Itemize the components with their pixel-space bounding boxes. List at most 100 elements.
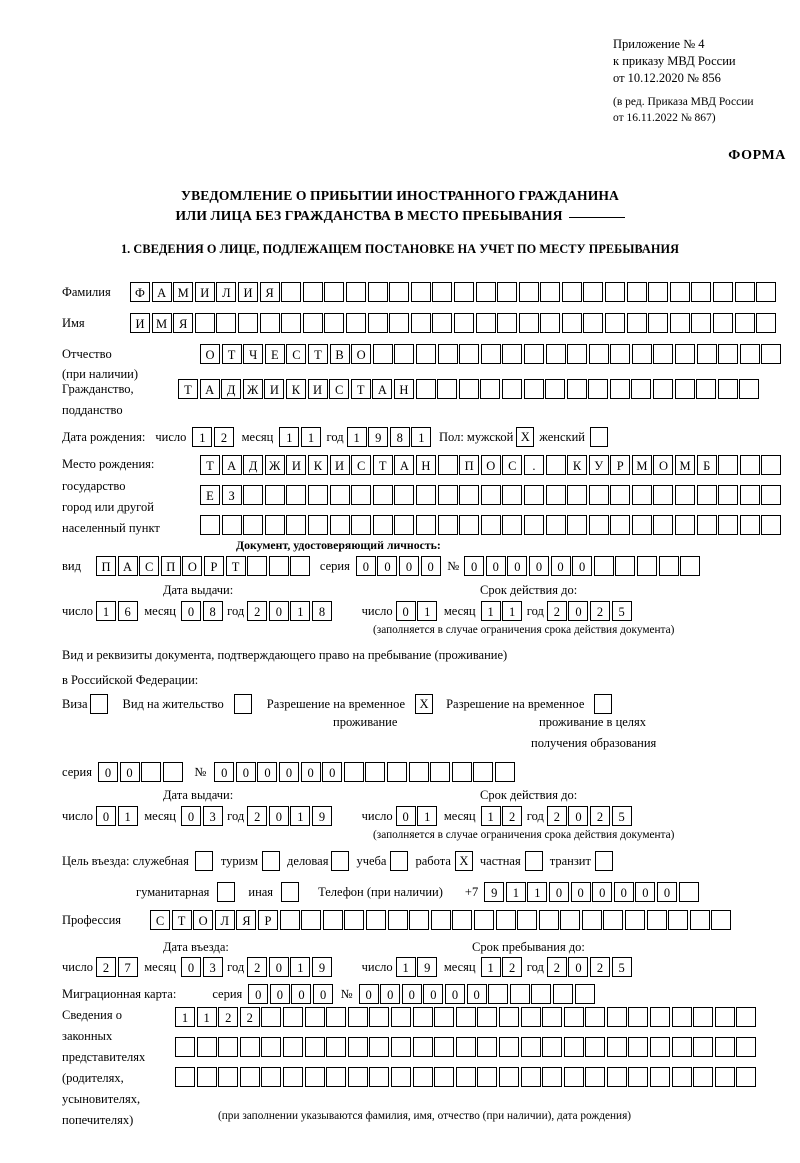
char-cell[interactable]: 2 bbox=[247, 957, 268, 977]
char-cell[interactable] bbox=[714, 1007, 735, 1027]
char-cell[interactable] bbox=[610, 485, 631, 505]
char-cell[interactable] bbox=[326, 1037, 347, 1057]
char-cell[interactable]: 1 bbox=[480, 957, 501, 977]
char-cell[interactable] bbox=[480, 344, 501, 364]
char-cell[interactable] bbox=[282, 1007, 303, 1027]
char-cell[interactable] bbox=[671, 1007, 692, 1027]
char-cell[interactable] bbox=[301, 910, 322, 930]
char-cell[interactable] bbox=[372, 515, 393, 535]
char-cell[interactable] bbox=[631, 485, 652, 505]
char-cell[interactable] bbox=[488, 984, 509, 1004]
char-cell[interactable] bbox=[606, 1007, 627, 1027]
char-cell[interactable] bbox=[540, 313, 561, 333]
char-cell[interactable] bbox=[606, 1067, 627, 1087]
char-cell[interactable]: И bbox=[286, 455, 307, 475]
char-cell[interactable] bbox=[653, 344, 674, 364]
char-cell[interactable] bbox=[502, 515, 523, 535]
char-cell[interactable] bbox=[696, 379, 717, 399]
char-cell[interactable]: И bbox=[194, 282, 215, 302]
char-cell[interactable] bbox=[365, 910, 386, 930]
char-cell[interactable]: О bbox=[193, 910, 214, 930]
char-cell[interactable]: 0 bbox=[570, 882, 591, 902]
char-cell[interactable] bbox=[480, 379, 501, 399]
char-cell[interactable]: 0 bbox=[528, 556, 549, 576]
char-cell[interactable] bbox=[261, 1007, 282, 1027]
char-cell[interactable] bbox=[473, 762, 494, 782]
char-cell[interactable] bbox=[259, 313, 280, 333]
char-cell[interactable] bbox=[531, 984, 552, 1004]
char-cell[interactable] bbox=[237, 313, 258, 333]
char-cell[interactable]: 1 bbox=[502, 601, 523, 621]
char-cell[interactable] bbox=[282, 1067, 303, 1087]
char-cell[interactable]: П bbox=[95, 556, 116, 576]
char-cell[interactable] bbox=[243, 515, 264, 535]
char-cell[interactable]: 0 bbox=[180, 957, 201, 977]
char-cell[interactable] bbox=[631, 515, 652, 535]
char-cell[interactable] bbox=[497, 282, 518, 302]
char-cell[interactable]: М bbox=[631, 455, 652, 475]
char-cell[interactable] bbox=[711, 910, 732, 930]
char-cell[interactable]: 0 bbox=[268, 601, 289, 621]
char-cell[interactable] bbox=[261, 1067, 282, 1087]
char-cell[interactable] bbox=[671, 1067, 692, 1087]
char-cell[interactable] bbox=[453, 282, 474, 302]
char-cell[interactable] bbox=[453, 313, 474, 333]
char-cell[interactable] bbox=[761, 344, 782, 364]
char-cell[interactable]: 0 bbox=[423, 984, 444, 1004]
char-cell[interactable] bbox=[451, 762, 472, 782]
char-cell[interactable]: 0 bbox=[214, 762, 235, 782]
char-cell[interactable] bbox=[734, 282, 755, 302]
char-cell[interactable]: Т bbox=[178, 379, 198, 399]
char-cell[interactable] bbox=[610, 344, 631, 364]
char-cell[interactable] bbox=[523, 515, 544, 535]
char-cell[interactable] bbox=[566, 379, 587, 399]
char-cell[interactable] bbox=[322, 910, 343, 930]
char-cell[interactable] bbox=[329, 515, 350, 535]
birthplace-row-3[interactable] bbox=[200, 515, 783, 535]
char-cell[interactable] bbox=[739, 515, 760, 535]
char-cell[interactable]: С bbox=[502, 455, 523, 475]
purpose-transit-checkbox[interactable] bbox=[594, 851, 613, 871]
char-cell[interactable] bbox=[324, 313, 345, 333]
char-cell[interactable] bbox=[243, 485, 264, 505]
char-cell[interactable]: М bbox=[675, 455, 696, 475]
char-cell[interactable] bbox=[734, 313, 755, 333]
char-cell[interactable]: А bbox=[372, 379, 393, 399]
char-cell[interactable] bbox=[603, 910, 624, 930]
char-cell[interactable] bbox=[714, 1037, 735, 1057]
char-cell[interactable] bbox=[626, 282, 647, 302]
char-cell[interactable]: 0 bbox=[355, 556, 376, 576]
char-cell[interactable]: 0 bbox=[572, 556, 593, 576]
char-cell[interactable]: 5 bbox=[611, 601, 632, 621]
char-cell[interactable] bbox=[477, 1037, 498, 1057]
char-cell[interactable] bbox=[605, 282, 626, 302]
char-cell[interactable]: 0 bbox=[399, 556, 420, 576]
purpose-work-checkbox[interactable]: X bbox=[454, 851, 473, 871]
char-cell[interactable] bbox=[713, 313, 734, 333]
char-cell[interactable]: 1 bbox=[395, 957, 416, 977]
char-cell[interactable]: Ж bbox=[264, 455, 285, 475]
char-cell[interactable] bbox=[369, 1037, 390, 1057]
char-cell[interactable] bbox=[218, 1067, 239, 1087]
char-cell[interactable] bbox=[365, 762, 386, 782]
char-cell[interactable] bbox=[302, 282, 323, 302]
char-cell[interactable]: И bbox=[307, 379, 328, 399]
char-cell[interactable]: 0 bbox=[380, 984, 401, 1004]
char-cell[interactable] bbox=[696, 344, 717, 364]
char-cell[interactable] bbox=[390, 1007, 411, 1027]
char-cell[interactable] bbox=[523, 344, 544, 364]
char-cell[interactable] bbox=[394, 344, 415, 364]
char-cell[interactable] bbox=[473, 910, 494, 930]
char-cell[interactable] bbox=[196, 1037, 217, 1057]
char-cell[interactable]: 2 bbox=[213, 427, 234, 447]
